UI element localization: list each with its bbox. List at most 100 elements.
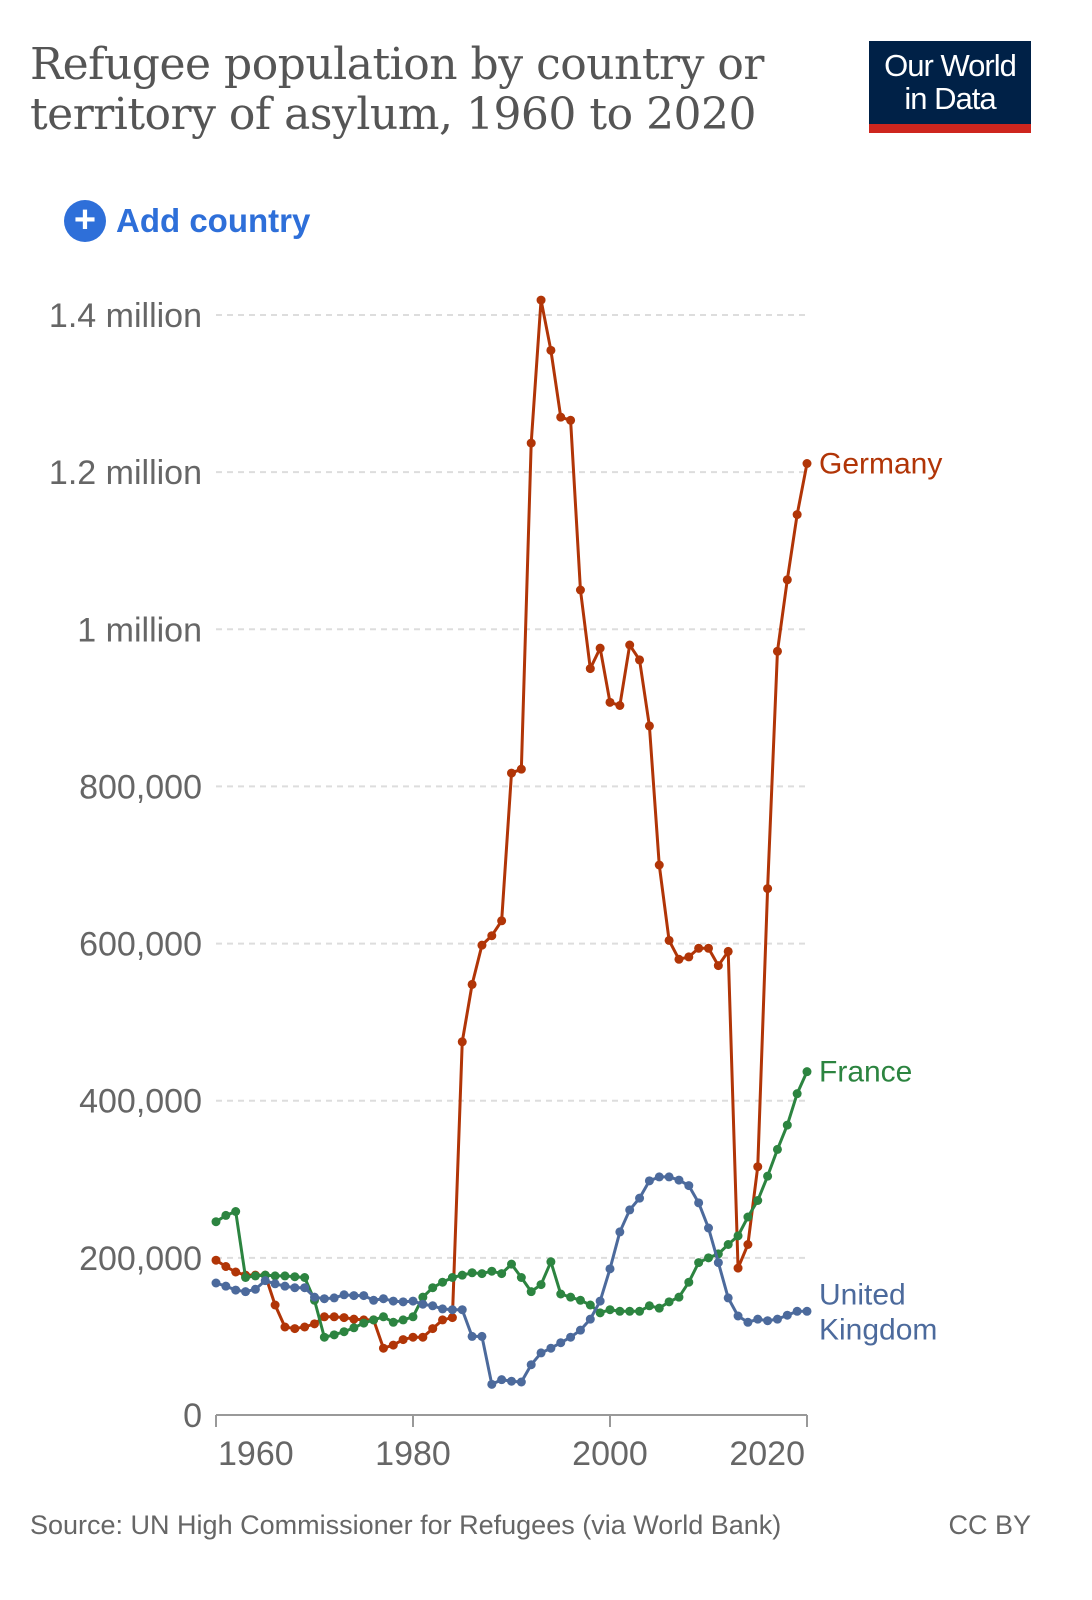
data-point — [536, 1348, 546, 1358]
series-united-kingdom — [211, 1172, 812, 1389]
data-point — [782, 1120, 792, 1130]
data-point — [339, 1313, 349, 1323]
data-point — [566, 1292, 576, 1302]
data-point — [674, 954, 684, 964]
data-point — [280, 1322, 290, 1332]
data-point — [319, 1312, 329, 1322]
data-point — [556, 412, 566, 422]
series-germany — [211, 295, 812, 1353]
data-point — [595, 1296, 605, 1306]
data-point — [585, 664, 595, 674]
data-point — [546, 1257, 556, 1267]
data-point — [763, 1171, 773, 1181]
data-point — [585, 1300, 595, 1310]
data-point — [625, 640, 635, 650]
data-point — [654, 1172, 664, 1182]
data-point — [635, 655, 645, 665]
data-point — [763, 884, 773, 894]
x-tick-label: 2020 — [729, 1435, 805, 1473]
data-point — [349, 1323, 359, 1333]
x-tick-label: 2000 — [572, 1435, 648, 1473]
data-point — [211, 1217, 221, 1227]
data-point — [428, 1324, 438, 1334]
data-point — [743, 1212, 753, 1222]
data-point — [723, 1240, 733, 1249]
data-point — [605, 697, 615, 707]
data-point — [447, 1305, 457, 1315]
data-point — [625, 1205, 635, 1215]
data-point — [763, 1316, 773, 1326]
data-point — [507, 1376, 516, 1386]
data-point — [369, 1295, 379, 1305]
series-label-line: France — [819, 1056, 912, 1089]
add-country-button[interactable]: + Add country — [64, 200, 310, 242]
data-point — [772, 1314, 782, 1324]
data-point — [536, 295, 546, 305]
data-point — [575, 1325, 585, 1335]
series-group — [211, 295, 812, 1389]
data-point — [684, 1181, 694, 1191]
data-point — [516, 1377, 526, 1387]
y-tick-label: 1 million — [77, 611, 202, 649]
series-line — [215, 298, 809, 1350]
data-point — [280, 1281, 290, 1291]
data-point — [654, 860, 664, 870]
x-tick-label: 1980 — [375, 1435, 451, 1473]
data-point — [772, 646, 782, 656]
data-point — [802, 1067, 812, 1077]
data-point — [231, 1285, 241, 1295]
data-point — [585, 1314, 595, 1324]
data-point — [595, 643, 605, 653]
series-label-line: Germany — [819, 448, 942, 481]
data-point — [654, 1303, 664, 1313]
data-point — [359, 1291, 369, 1301]
data-point — [388, 1317, 398, 1327]
data-point — [792, 1306, 802, 1316]
data-point — [595, 1308, 605, 1318]
data-point — [566, 415, 576, 425]
data-point — [398, 1335, 408, 1345]
series-label: France — [819, 1056, 912, 1089]
data-point — [270, 1300, 280, 1310]
data-point — [802, 1306, 812, 1316]
data-point — [408, 1332, 418, 1342]
data-point — [241, 1287, 251, 1297]
data-point — [674, 1175, 684, 1185]
data-point — [408, 1312, 418, 1322]
data-point — [635, 1306, 645, 1316]
data-point — [733, 1263, 743, 1273]
data-point — [605, 1264, 615, 1274]
data-point — [418, 1292, 428, 1302]
data-point — [457, 1270, 467, 1280]
source-note[interactable]: Source: UN High Commissioner for Refugee… — [30, 1510, 782, 1540]
data-point — [467, 1268, 477, 1278]
y-tick-label: 200,000 — [79, 1240, 202, 1278]
data-point — [221, 1262, 231, 1271]
data-point — [526, 1360, 536, 1370]
license-link[interactable]: CC BY — [948, 1510, 1031, 1540]
data-point — [674, 1292, 684, 1302]
data-point — [684, 1277, 694, 1287]
series-labels: Germany France United Kingdom — [819, 448, 942, 1347]
data-point — [694, 1258, 704, 1268]
data-point — [487, 1266, 497, 1276]
owid-logo[interactable]: Our World in Data — [869, 41, 1031, 133]
data-point — [723, 946, 733, 956]
data-point — [477, 1331, 487, 1341]
data-point — [349, 1291, 359, 1301]
data-point — [507, 1259, 516, 1269]
data-point — [447, 1273, 457, 1282]
series-france — [211, 1067, 812, 1342]
data-point — [644, 1301, 654, 1311]
data-point — [250, 1271, 260, 1281]
data-point — [408, 1296, 418, 1306]
y-tick-label: 600,000 — [79, 926, 202, 964]
data-point — [231, 1267, 241, 1277]
data-point — [733, 1311, 743, 1321]
data-point — [516, 1273, 526, 1282]
data-point — [694, 943, 704, 953]
data-point — [290, 1272, 300, 1282]
data-point — [398, 1297, 408, 1307]
data-point — [575, 1295, 585, 1305]
